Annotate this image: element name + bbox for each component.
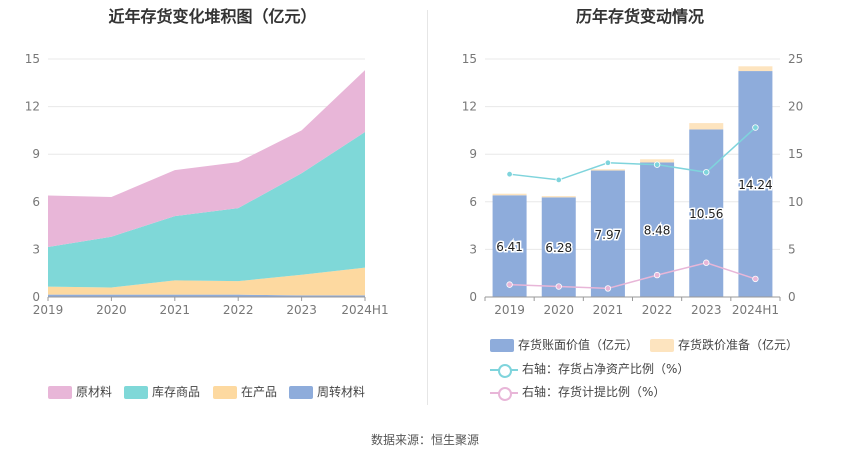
line-point (555, 283, 562, 290)
bar-data-label: 8.48 (644, 224, 671, 238)
y-tick-label: 3 (32, 242, 40, 256)
legend-swatch-wip (213, 386, 237, 399)
y-tick-label: 15 (462, 52, 477, 66)
x-tick-label: 2024H1 (341, 303, 388, 317)
legend-swatch-turnover-materials (289, 386, 313, 399)
x-tick-label: 2020 (96, 303, 127, 317)
x-tick-label: 2023 (286, 303, 317, 317)
y-tick-label: 3 (469, 242, 477, 256)
legend-item-provision-ratio[interactable]: 右轴：存货计提比例（%） (490, 383, 666, 401)
line-point (703, 259, 710, 266)
panel-divider (427, 10, 428, 405)
bar-book-value (492, 195, 527, 297)
area-周转材料 (48, 294, 365, 297)
x-tick-label: 2021 (160, 303, 191, 317)
y-tick-label: 6 (32, 195, 40, 209)
area-原材料 (48, 70, 365, 248)
bar-book-value (541, 197, 576, 297)
y-tick-label: 12 (462, 100, 477, 114)
y-tick-label: 6 (469, 195, 477, 209)
legend-label: 右轴：存货计提比例（%） (522, 385, 666, 399)
bar-impairment (541, 196, 576, 198)
legend-item-book-value[interactable]: 存货账面价值（亿元） (490, 336, 638, 353)
line-point (752, 275, 759, 283)
bar-book-value (689, 129, 724, 297)
bar-impairment (640, 159, 675, 163)
line-point (604, 159, 612, 166)
legend-swatch-impairment (650, 339, 674, 352)
legend-label: 存货跌价准备（亿元） (678, 338, 799, 352)
y2-tick-label: 0 (788, 290, 796, 304)
legend-label: 右轴：存货占净资产比例（%） (522, 362, 690, 376)
legend-item-impairment[interactable]: 存货跌价准备（亿元） (650, 336, 798, 353)
area-库存商品 (48, 131, 365, 288)
legend-marker-ratio-net-assets (490, 363, 518, 378)
x-tick-label: 2021 (593, 303, 624, 317)
bar-data-label: 6.41 (496, 240, 523, 254)
line-point (555, 176, 562, 184)
bar-impairment (492, 193, 527, 196)
legend-item-wip[interactable]: 在产品 (213, 383, 277, 400)
y2-tick-label: 15 (788, 147, 803, 161)
legend-label: 周转材料 (317, 385, 366, 399)
legend-item-finished-goods[interactable]: 库存商品 (124, 383, 200, 400)
legend-item-ratio-net-assets[interactable]: 右轴：存货占净资产比例（%） (490, 360, 690, 378)
right-chart-title: 历年存货变动情况 (575, 7, 704, 26)
y-tick-label: 12 (25, 100, 40, 114)
data-source: 数据来源：恒生聚源 (370, 433, 479, 447)
y-tick-label: 0 (469, 290, 477, 304)
bar-data-label: 14.24 (738, 178, 772, 192)
y2-tick-label: 20 (788, 100, 803, 114)
x-tick-label: 2020 (543, 303, 574, 317)
line-point (506, 281, 513, 288)
line-point (653, 271, 661, 279)
y2-tick-label: 5 (788, 242, 796, 256)
bar-data-label: 6.28 (545, 241, 572, 255)
bar-book-value (590, 170, 625, 297)
legend-label: 存货账面价值（亿元） (518, 338, 639, 352)
left-chart-title: 近年存货变化堆积图（亿元） (108, 7, 317, 26)
line-point (703, 169, 710, 176)
line-point (653, 161, 661, 168)
legend-item-turnover-materials[interactable]: 周转材料 (289, 383, 365, 400)
legend-swatch-finished-goods (124, 386, 148, 399)
legend-item-raw-materials[interactable]: 原材料 (48, 383, 112, 400)
x-tick-label: 2019 (33, 303, 64, 317)
x-tick-label: 2022 (223, 303, 254, 317)
legend-swatch-raw-materials (48, 386, 72, 399)
line-point (506, 170, 513, 178)
bar-data-label: 10.56 (689, 207, 723, 221)
bar-data-label: 7.97 (595, 228, 622, 242)
line-point (604, 285, 612, 292)
legend-label: 原材料 (76, 385, 113, 399)
line-右轴：存货计提比例（%） (509, 261, 756, 290)
y2-tick-label: 10 (788, 195, 803, 209)
x-tick-label: 2022 (642, 303, 673, 317)
bar-impairment (689, 123, 724, 130)
line-point (752, 124, 759, 131)
bar-impairment (738, 66, 773, 72)
y-tick-label: 9 (32, 147, 40, 161)
x-tick-label: 2024H1 (732, 303, 779, 317)
area-在产品 (48, 267, 365, 296)
legend-label: 在产品 (241, 385, 278, 399)
legend-marker-provision-ratio (490, 386, 518, 401)
legend-label: 库存商品 (152, 385, 201, 399)
legend-swatch-book-value (490, 339, 514, 352)
y-tick-label: 9 (469, 147, 477, 161)
x-tick-label: 2019 (494, 303, 525, 317)
x-tick-label: 2023 (691, 303, 722, 317)
line-右轴：存货占净资产比例（%） (509, 126, 756, 181)
y-tick-label: 15 (25, 52, 40, 66)
bar-book-value (738, 71, 773, 297)
bar-impairment (590, 169, 625, 171)
y-tick-label: 0 (32, 290, 40, 304)
y2-tick-label: 25 (788, 52, 803, 66)
